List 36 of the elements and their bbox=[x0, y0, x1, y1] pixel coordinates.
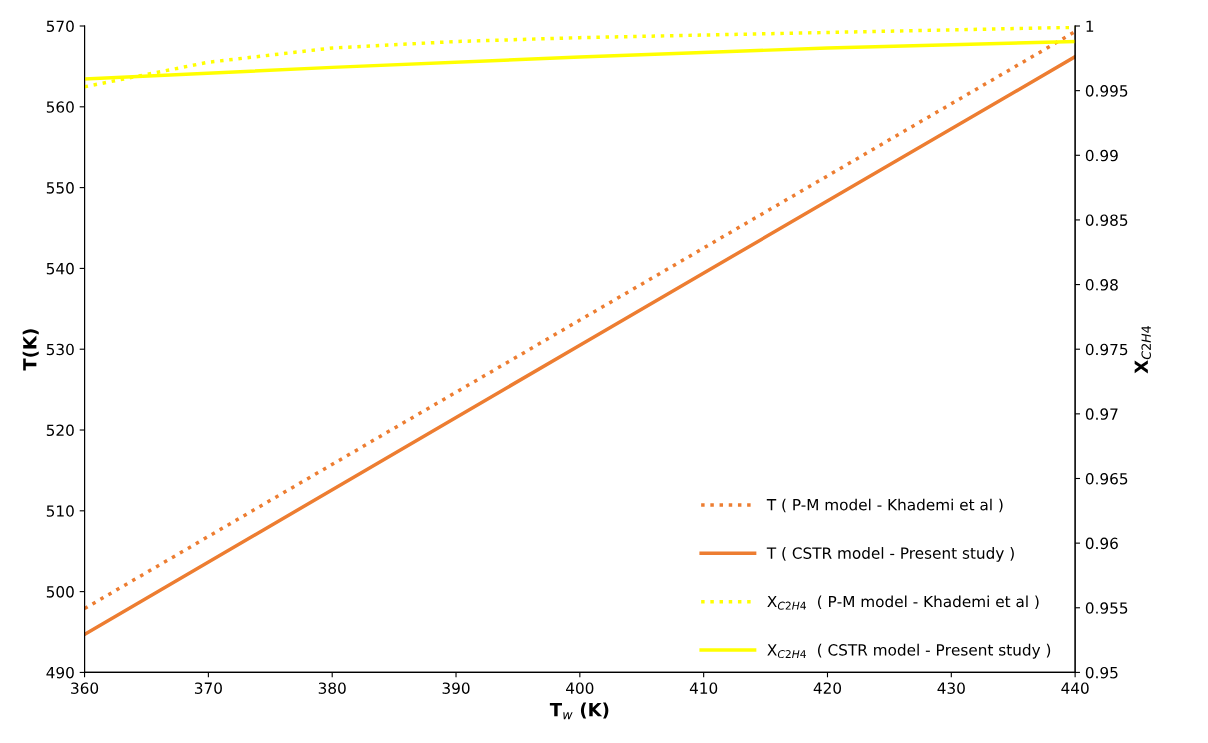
y2-tick-label: 0.96 bbox=[1085, 537, 1118, 550]
y2-tick-label: 0.99 bbox=[1085, 149, 1118, 162]
y2-tick-label: 0.965 bbox=[1085, 472, 1128, 485]
y2-tick-label: 0.97 bbox=[1085, 408, 1118, 420]
legend-label: X$_{C2H4}$ ( CSTR model - Present study ) bbox=[767, 643, 1051, 659]
x-tick-label: 390 bbox=[442, 682, 470, 694]
y2-tick-label: 0.975 bbox=[1085, 343, 1128, 356]
x-tick-label: 400 bbox=[566, 682, 594, 694]
y-tick-label: 500 bbox=[46, 586, 74, 598]
y2-tick-label: 0.955 bbox=[1085, 602, 1128, 614]
y-tick-label: 520 bbox=[46, 424, 74, 437]
y2-tick-label: 0.985 bbox=[1085, 214, 1128, 226]
x-tick-label: 410 bbox=[689, 682, 718, 694]
y-tick-label: 540 bbox=[46, 262, 74, 275]
y-tick-label: 550 bbox=[46, 182, 74, 194]
y-tick-label: 530 bbox=[46, 343, 74, 356]
y2-tick-label: 0.98 bbox=[1085, 279, 1118, 291]
x-tick-label: 440 bbox=[1061, 682, 1089, 694]
y-axis-title: T(K) bbox=[22, 329, 39, 371]
x-tick-label: 360 bbox=[71, 682, 99, 694]
legend-label: T ( CSTR model - Present study ) bbox=[766, 547, 1014, 562]
y-tick-label: 570 bbox=[46, 20, 74, 33]
x-tick-label: 420 bbox=[813, 682, 842, 694]
legend-label: X$_{C2H4}$ ( P-M model - Khademi et al ) bbox=[767, 595, 1039, 610]
y2-tick-label: 0.995 bbox=[1085, 85, 1128, 97]
x-tick-label: 430 bbox=[937, 682, 965, 694]
y-tick-label: 510 bbox=[46, 505, 74, 517]
y-tick-label: 560 bbox=[46, 101, 74, 113]
legend-label: T ( P-M model - Khademi et al ) bbox=[766, 498, 1003, 513]
y-tick-label: 490 bbox=[46, 666, 74, 679]
x-tick-label: 370 bbox=[194, 682, 222, 694]
y2-axis-title: X$_{C2H4}$ bbox=[1134, 325, 1151, 374]
x-axis-title: T$_{w}$ (K) bbox=[549, 702, 609, 720]
y2-tick-label: 0.95 bbox=[1085, 666, 1118, 679]
x-tick-label: 380 bbox=[318, 682, 346, 694]
y2-tick-label: 1 bbox=[1086, 20, 1094, 32]
